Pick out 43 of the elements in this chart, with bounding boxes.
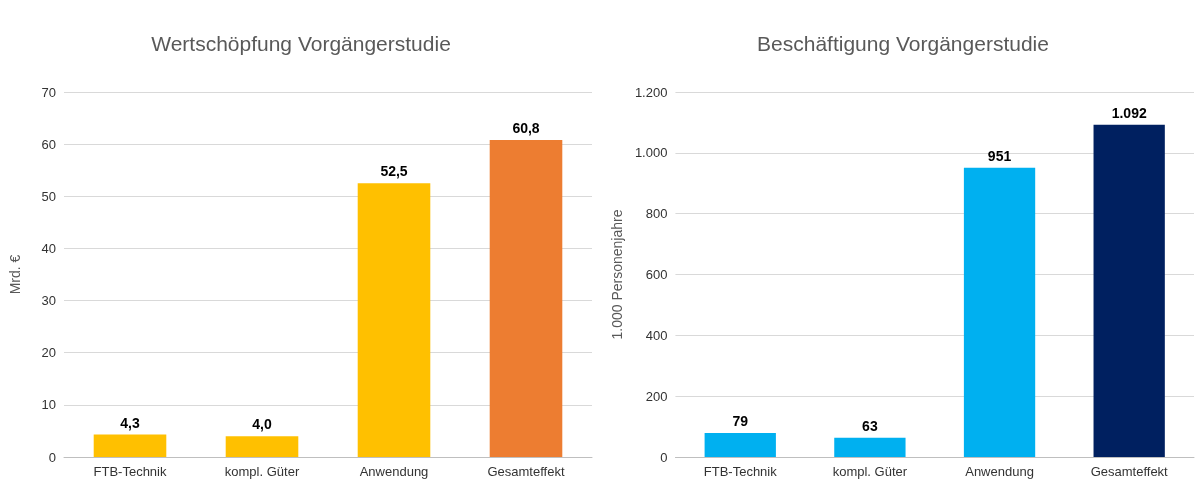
x-tick-label: Gesamteffekt	[1090, 464, 1169, 479]
x-tick-label: kompl. Güter	[224, 464, 300, 479]
chart-title: Wertschöpfung Vorgängerstudie	[151, 32, 451, 55]
data-label: 951	[987, 147, 1012, 164]
bar	[225, 436, 299, 457]
x-tick-label: Anwendung	[359, 464, 429, 479]
bar	[93, 434, 167, 457]
y-tick-label: 1.200	[634, 84, 668, 100]
y-tick-label: 0	[48, 449, 56, 465]
data-label: 52,5	[380, 163, 408, 180]
chart-title: Beschäftigung Vorgängerstudie	[757, 32, 1049, 55]
bar	[1093, 124, 1165, 457]
y-tick-label: 800	[645, 206, 668, 222]
x-tick-label: Gesamteffekt	[487, 464, 565, 479]
x-tick-label: FTB-Technik	[703, 464, 778, 479]
bar	[489, 139, 563, 457]
y-tick-label: 30	[41, 293, 56, 309]
y-tick-label: 600	[645, 267, 668, 282]
y-tick-label: 200	[645, 388, 668, 404]
x-tick-label: kompl. Güter	[832, 464, 908, 479]
y-axis-title: Mrd. €	[7, 254, 23, 295]
y-tick-label: 50	[41, 188, 56, 204]
data-label: 79	[732, 412, 749, 429]
bar	[963, 167, 1036, 457]
y-tick-label: 10	[41, 397, 56, 413]
y-tick-label: 40	[41, 240, 56, 256]
data-label: 60,8	[512, 119, 540, 136]
y-tick-label: 0	[660, 449, 668, 465]
bar	[704, 432, 776, 457]
bar	[834, 437, 906, 457]
data-label: 4,0	[252, 416, 272, 433]
data-label: 1.092	[1111, 104, 1147, 121]
x-tick-label: Anwendung	[965, 464, 1034, 479]
y-tick-label: 20	[41, 345, 56, 361]
data-label: 63	[862, 417, 878, 434]
y-tick-label: 1.000	[634, 145, 668, 161]
bar	[357, 183, 431, 457]
x-tick-label: FTB-Technik	[93, 464, 167, 479]
y-tick-label: 60	[41, 136, 56, 152]
y-axis-title: 1.000 Personenjahre	[609, 209, 625, 340]
y-tick-label: 400	[645, 327, 668, 343]
data-label: 4,3	[120, 414, 140, 431]
y-tick-label: 70	[41, 84, 56, 100]
